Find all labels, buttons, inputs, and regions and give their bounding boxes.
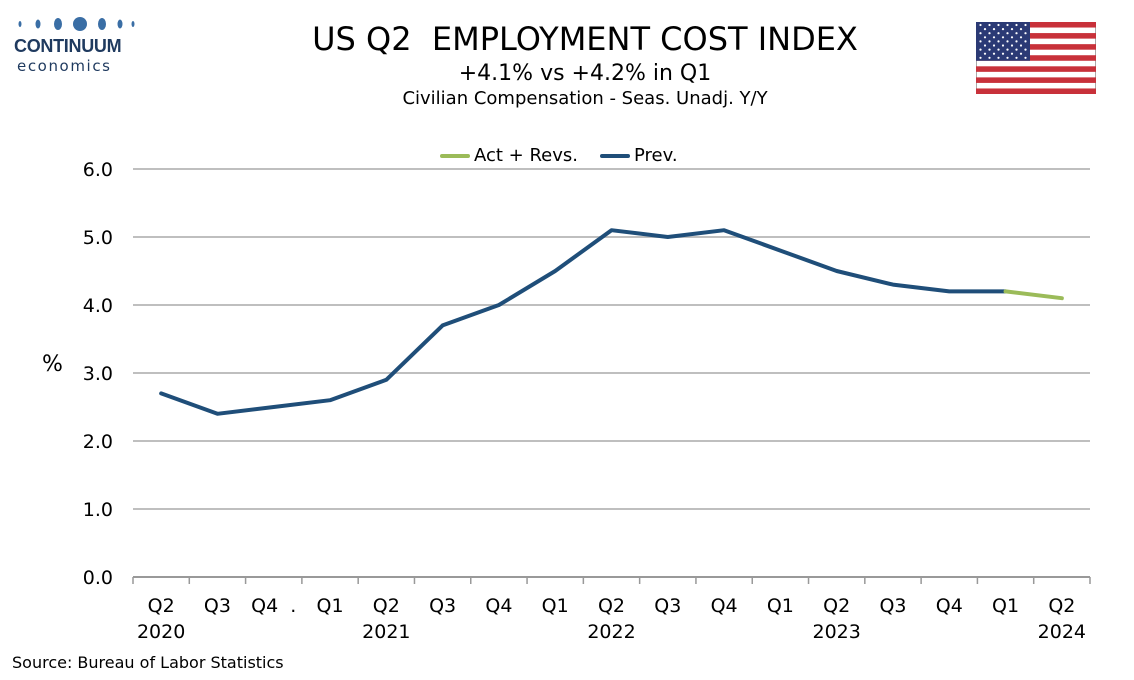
continuum-economics-logo: CONTINUUM economics [10,14,140,84]
y-tick-label: 2.0 [83,431,113,453]
x-year-label: 2024 [1038,621,1086,643]
y-tick-label: 0.0 [83,567,113,589]
x-year-label: 2020 [137,621,185,643]
y-tick-label: 6.0 [83,159,113,181]
x-tick-label: Q3 [204,595,231,617]
x-tick-label: Q2 [148,595,175,617]
logo-dots-icon [18,17,135,31]
y-tick-label: 5.0 [83,227,113,249]
legend-label-prev: Prev. [634,145,678,166]
x-year-label: 2021 [362,621,410,643]
y-tick-label: 1.0 [83,499,113,521]
x-tick-label: Q2 [823,595,850,617]
series-line-prev [159,228,1008,416]
x-tick-label: Q3 [429,595,456,617]
legend-item-act: Act + Revs. [440,145,578,166]
y-tick-label: 4.0 [83,295,113,317]
chart-header: US Q2 EMPLOYMENT COST INDEX +4.1% vs +4.… [0,18,1134,110]
legend-label-act: Act + Revs. [474,145,579,166]
chart-subtitle-2: Civilian Compensation - Seas. Unadj. Y/Y [402,88,768,109]
x-tick-label: Q4 [485,595,512,617]
chart-title: US Q2 EMPLOYMENT COST INDEX [312,20,858,58]
x-year-label: 2022 [587,621,635,643]
logo-name: CONTINUUM [14,36,122,56]
x-tick-label: Q4 [936,595,963,617]
x-tick-label: Q4 [711,595,738,617]
y-axis-label: % [42,352,63,377]
chart-legend: Act + Revs. Prev. [440,145,678,166]
x-tick-label: Q3 [879,595,906,617]
x-tick-label: Q2 [373,595,400,617]
x-tick-label: Q1 [317,595,344,617]
y-tick-label: 3.0 [83,363,113,385]
legend-item-prev: Prev. [600,145,678,166]
x-tick-label: Q2 [1048,595,1075,617]
logo-subtitle: economics [17,57,112,75]
x-tick-label: Q3 [654,595,681,617]
series-line-act-revs [1003,289,1064,301]
x-tick-label: Q1 [992,595,1019,617]
x-year-label: 2023 [812,621,860,643]
us-flag-icon [976,22,1096,94]
legend-swatch-prev [600,153,631,158]
x-tick-label: Q1 [767,595,794,617]
y-axis-ticks: 0.0 1.0 2.0 3.0 4.0 5.0 6.0 [83,159,113,589]
x-tick-label: Q1 [542,595,569,617]
legend-swatch-act [440,153,470,158]
chart-subtitle: +4.1% vs +4.2% in Q1 [458,61,712,86]
source-note: Source: Bureau of Labor Statistics [12,653,284,672]
series-lines [159,228,1064,416]
x-axis: Q2 Q3 Q4 . Q1 Q2 Q3 Q4 Q1 Q2 Q3 Q4 Q1 Q2 Q3 Q4 Q1 Q2 2020… [132,576,1091,643]
x-tick-label: Q2 [598,595,625,617]
gridlines [133,168,1090,510]
x-tick-label: Q4 . [251,595,296,617]
